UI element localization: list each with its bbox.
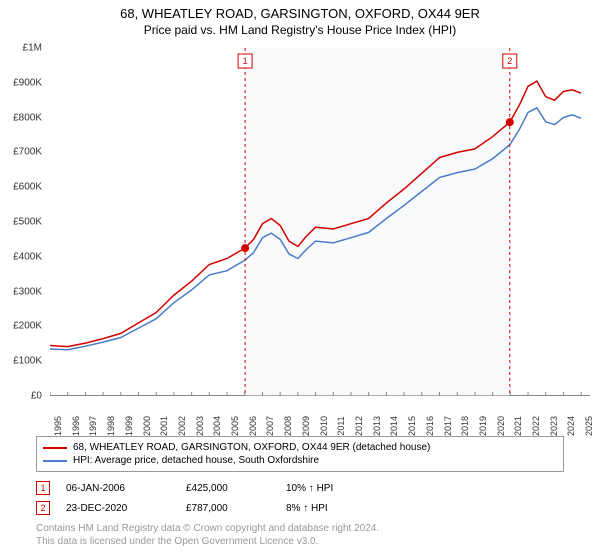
x-tick-label: 2014 bbox=[389, 416, 399, 436]
x-tick-label: 2005 bbox=[230, 416, 240, 436]
y-tick-label: £200K bbox=[13, 321, 42, 332]
marker-date: 06-JAN-2006 bbox=[66, 483, 186, 494]
x-tick-label: 2006 bbox=[248, 416, 258, 436]
y-axis: £0£100K£200K£300K£400K£500K£600K£700K£80… bbox=[0, 48, 46, 396]
y-tick-label: £900K bbox=[13, 77, 42, 88]
x-tick-label: 1996 bbox=[71, 416, 81, 436]
marker-price: £425,000 bbox=[186, 483, 286, 494]
x-tick-label: 2011 bbox=[336, 416, 346, 435]
x-tick-label: 2003 bbox=[195, 416, 205, 436]
marker-price: £787,000 bbox=[186, 503, 286, 514]
y-tick-label: £1M bbox=[23, 43, 42, 54]
x-tick-label: 1999 bbox=[124, 416, 134, 436]
x-tick-label: 2002 bbox=[177, 416, 187, 436]
x-tick-label: 2024 bbox=[566, 416, 576, 436]
y-tick-label: £800K bbox=[13, 112, 42, 123]
x-tick-label: 2015 bbox=[407, 416, 417, 436]
x-tick-label: 2025 bbox=[584, 416, 594, 436]
legend-label-hpi: HPI: Average price, detached house, Sout… bbox=[73, 455, 319, 466]
svg-text:2: 2 bbox=[507, 56, 512, 66]
marker-badge: 2 bbox=[36, 501, 50, 515]
chart-subtitle: Price paid vs. HM Land Registry's House … bbox=[0, 23, 600, 37]
x-tick-label: 2019 bbox=[478, 416, 488, 436]
marker-pct: 8% ↑ HPI bbox=[286, 503, 366, 514]
title-block: 68, WHEATLEY ROAD, GARSINGTON, OXFORD, O… bbox=[0, 0, 600, 39]
x-tick-label: 2010 bbox=[319, 416, 329, 436]
marker-badge: 1 bbox=[36, 481, 50, 495]
x-tick-label: 2008 bbox=[283, 416, 293, 436]
x-tick-label: 2016 bbox=[425, 416, 435, 436]
x-tick-label: 2023 bbox=[549, 416, 559, 436]
x-tick-label: 2018 bbox=[460, 416, 470, 436]
legend-swatch-property bbox=[43, 447, 67, 449]
svg-text:1: 1 bbox=[243, 56, 248, 66]
footer-line1: Contains HM Land Registry data © Crown c… bbox=[36, 522, 379, 535]
chart-container: 68, WHEATLEY ROAD, GARSINGTON, OXFORD, O… bbox=[0, 0, 600, 560]
x-tick-label: 2022 bbox=[531, 416, 541, 436]
x-tick-label: 2020 bbox=[496, 416, 506, 436]
footer-line2: This data is licensed under the Open Gov… bbox=[36, 535, 379, 548]
x-tick-label: 1995 bbox=[53, 416, 63, 436]
chart-title: 68, WHEATLEY ROAD, GARSINGTON, OXFORD, O… bbox=[0, 6, 600, 21]
x-tick-label: 2017 bbox=[443, 416, 453, 436]
x-axis: 1995 1996 1997 1998 1999 2000 2001 2002 2003 2004… bbox=[50, 398, 590, 438]
x-tick-label: 1997 bbox=[88, 416, 98, 436]
legend-label-property: 68, WHEATLEY ROAD, GARSINGTON, OXFORD, O… bbox=[73, 442, 430, 453]
x-tick-label: 2004 bbox=[212, 416, 222, 436]
marker-flag-2: 2 bbox=[503, 54, 517, 68]
x-tick-label: 2012 bbox=[354, 416, 364, 436]
marker-table-row: 1 06-JAN-2006£425,00010% ↑ HPI bbox=[36, 478, 564, 498]
legend: 68, WHEATLEY ROAD, GARSINGTON, OXFORD, O… bbox=[36, 436, 564, 472]
markers-table: 1 06-JAN-2006£425,00010% ↑ HPI 2 23-DEC-202… bbox=[36, 478, 564, 518]
marker-date: 23-DEC-2020 bbox=[66, 503, 186, 514]
legend-row-property: 68, WHEATLEY ROAD, GARSINGTON, OXFORD, O… bbox=[43, 441, 557, 454]
x-tick-label: 2001 bbox=[159, 416, 169, 436]
shaded-region bbox=[245, 48, 510, 396]
marker-flag-1: 1 bbox=[238, 54, 252, 68]
x-tick-label: 2021 bbox=[513, 416, 523, 436]
y-tick-label: £700K bbox=[13, 147, 42, 158]
y-tick-label: £0 bbox=[31, 391, 42, 402]
y-tick-label: £600K bbox=[13, 182, 42, 193]
y-tick-label: £500K bbox=[13, 217, 42, 228]
x-tick-label: 2009 bbox=[301, 416, 311, 436]
y-tick-label: £100K bbox=[13, 356, 42, 367]
x-tick-label: 2007 bbox=[265, 416, 275, 436]
sale-dot-1 bbox=[241, 244, 249, 252]
x-tick-label: 1998 bbox=[106, 416, 116, 436]
x-tick-label: 2013 bbox=[372, 416, 382, 436]
y-tick-label: £400K bbox=[13, 251, 42, 262]
y-tick-label: £300K bbox=[13, 286, 42, 297]
legend-swatch-hpi bbox=[43, 460, 67, 462]
footer-note: Contains HM Land Registry data © Crown c… bbox=[36, 522, 379, 548]
plot-svg: 12 bbox=[50, 48, 590, 396]
marker-table-row: 2 23-DEC-2020£787,0008% ↑ HPI bbox=[36, 498, 564, 518]
plot-area: 12 bbox=[50, 48, 590, 396]
x-tick-label: 2000 bbox=[142, 416, 152, 436]
legend-row-hpi: HPI: Average price, detached house, Sout… bbox=[43, 454, 557, 467]
marker-pct: 10% ↑ HPI bbox=[286, 483, 366, 494]
sale-dot-2 bbox=[506, 118, 514, 126]
